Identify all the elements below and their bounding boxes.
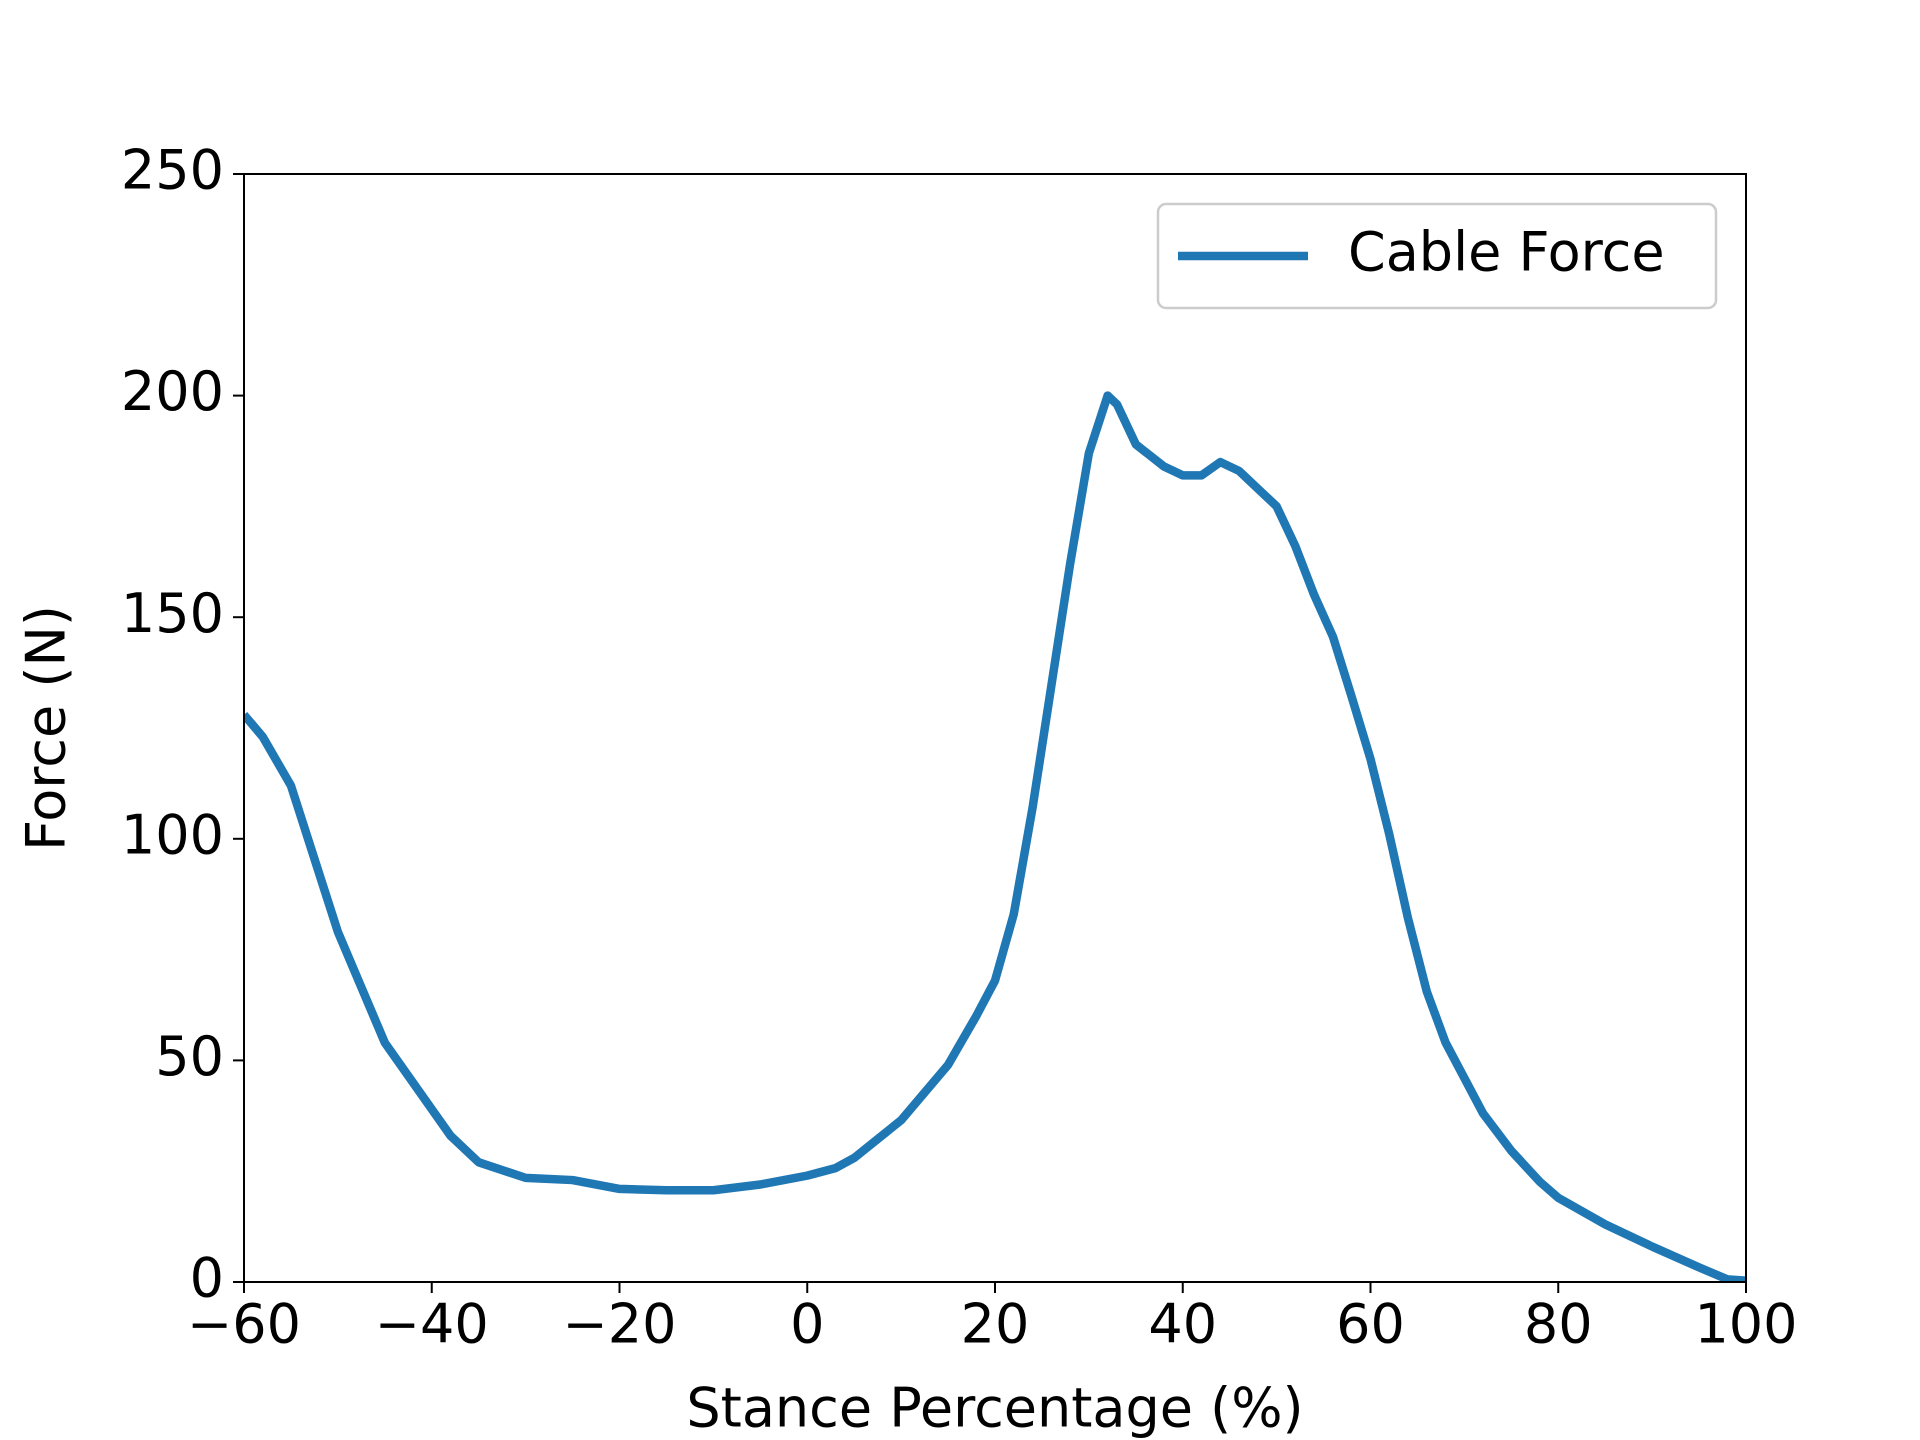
legend-box bbox=[1156, 202, 1718, 310]
x-tick-label: 20 bbox=[961, 1293, 1030, 1356]
y-tick-label: 150 bbox=[121, 582, 224, 645]
x-tick-label: −40 bbox=[375, 1293, 489, 1356]
legend-label: Cable Force bbox=[1348, 221, 1665, 284]
plot-frame bbox=[243, 173, 1747, 1283]
x-tick-label: 40 bbox=[1148, 1293, 1217, 1356]
x-tick-label: −60 bbox=[187, 1293, 301, 1356]
y-tick-label: 100 bbox=[121, 803, 224, 866]
y-tick-label: 50 bbox=[155, 1025, 224, 1088]
data-line bbox=[244, 391, 1746, 1282]
x-axis-label: Stance Percentage (%) bbox=[686, 1377, 1303, 1440]
x-tick-label: 100 bbox=[1694, 1293, 1797, 1356]
y-tick-label: 250 bbox=[121, 139, 224, 202]
y-tick-label: 200 bbox=[121, 360, 224, 423]
x-tick-label: 60 bbox=[1336, 1293, 1405, 1356]
y-tick-label: 0 bbox=[190, 1247, 224, 1310]
x-tick-label: 0 bbox=[790, 1293, 824, 1356]
x-tick-label: −20 bbox=[563, 1293, 677, 1356]
y-axis-label: Force (N) bbox=[15, 605, 78, 851]
x-tick-label: 80 bbox=[1524, 1293, 1593, 1356]
